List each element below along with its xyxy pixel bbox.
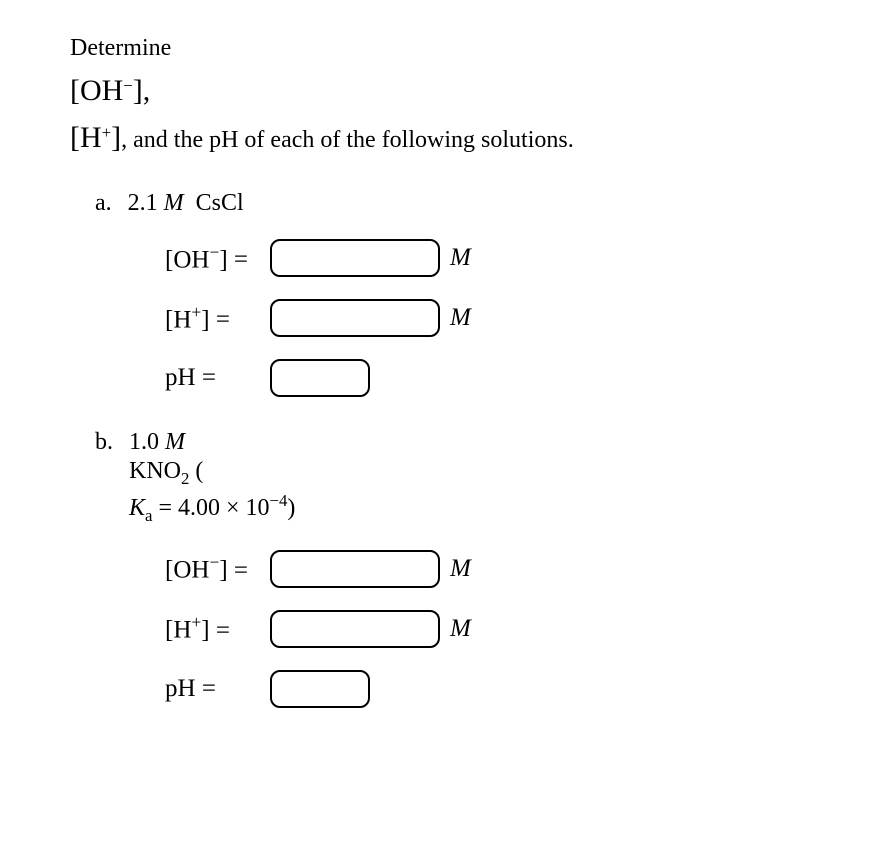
part-b-h-input[interactable] <box>270 610 440 648</box>
part-a-oh-input[interactable] <box>270 239 440 277</box>
h-label: [H+] = <box>165 612 270 644</box>
part-b-h-row: [H+] = M <box>165 608 855 650</box>
ph-label: pH = <box>165 364 270 392</box>
part-a-ph-input[interactable] <box>270 359 370 397</box>
part-a-label: a. 2.1 M CsCl <box>95 190 855 217</box>
part-b-letter: b. <box>95 429 113 456</box>
part-a-letter: a. <box>95 190 112 217</box>
unit-m: M <box>450 615 471 643</box>
part-a-ph-row: pH = <box>165 357 855 399</box>
part-b-oh-input[interactable] <box>270 550 440 588</box>
part-b-oh-row: [OH−] = M <box>165 548 855 590</box>
part-b-content: 1.0 M KNO2 ( Ka = 4.00 × 10−4) <box>129 429 295 528</box>
h-label: [H+] = <box>165 302 270 334</box>
part-b-ph-row: pH = <box>165 668 855 710</box>
part-a-oh-row: [OH−] = M <box>165 237 855 279</box>
part-a: a. 2.1 M CsCl [OH−] = M [H+] = M pH <box>95 190 855 399</box>
prompt-line-1: Determine <box>70 30 855 66</box>
part-a-content: 2.1 M CsCl <box>128 190 244 217</box>
unit-m: M <box>450 304 471 332</box>
question-prompt: Determine [OH−], [H+], and the pH of eac… <box>70 30 855 160</box>
part-a-h-input[interactable] <box>270 299 440 337</box>
prompt-line-3: [H+], and the pH of each of the followin… <box>70 115 855 160</box>
prompt-line-2: [OH−], <box>70 68 855 113</box>
part-a-answers: [OH−] = M [H+] = M pH = <box>165 237 855 399</box>
part-b: b. 1.0 M KNO2 ( Ka = 4.00 × 10−4) [OH−] … <box>95 429 855 710</box>
unit-m: M <box>450 555 471 583</box>
ph-label: pH = <box>165 675 270 703</box>
part-b-answers: [OH−] = M [H+] = M pH = <box>165 548 855 710</box>
unit-m: M <box>450 244 471 272</box>
part-b-label: b. 1.0 M KNO2 ( Ka = 4.00 × 10−4) <box>95 429 855 528</box>
part-a-h-row: [H+] = M <box>165 297 855 339</box>
oh-label: [OH−] = <box>165 242 270 274</box>
part-b-ph-input[interactable] <box>270 670 370 708</box>
oh-label: [OH−] = <box>165 552 270 584</box>
